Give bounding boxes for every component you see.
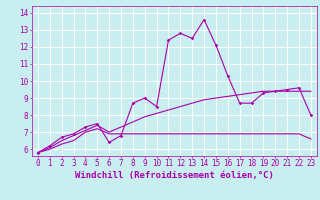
X-axis label: Windchill (Refroidissement éolien,°C): Windchill (Refroidissement éolien,°C) [75,171,274,180]
